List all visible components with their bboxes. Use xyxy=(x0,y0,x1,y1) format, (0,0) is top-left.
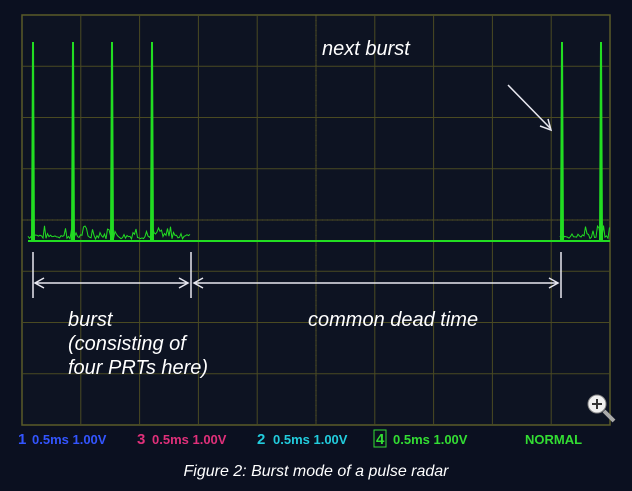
noise xyxy=(27,224,610,241)
caption: Figure 2: Burst mode of a pulse radar xyxy=(183,463,449,480)
channel-number: 1 xyxy=(18,431,26,448)
pointer-arrow xyxy=(507,84,551,129)
noise-band xyxy=(27,225,191,241)
noise-band xyxy=(559,224,610,240)
channel-box xyxy=(373,429,387,448)
zoom-button[interactable] xyxy=(587,394,616,423)
mode-label: NORMAL xyxy=(525,432,582,447)
arrowhead xyxy=(33,277,45,289)
arrowhead xyxy=(192,277,204,289)
graticule xyxy=(22,15,610,425)
zoom-icon[interactable] xyxy=(602,409,616,423)
arrowhead xyxy=(539,118,553,132)
channel-number: 2 xyxy=(257,431,265,448)
channel-number: 4 xyxy=(376,431,385,448)
dead-time-label: common dead time xyxy=(308,309,478,331)
channel-number: 3 xyxy=(137,431,145,448)
channel-setting: 0.5ms 1.00V xyxy=(273,432,348,447)
burst-label: four PRTs here) xyxy=(68,357,208,379)
next-burst-label: next burst xyxy=(322,38,411,60)
channel-setting: 0.5ms 1.00V xyxy=(393,432,468,447)
arrowhead xyxy=(548,277,560,289)
signal-trace xyxy=(28,41,610,242)
burst-label: (consisting of xyxy=(68,333,188,355)
span-markers xyxy=(32,84,562,298)
channel-bar: 1 0.5ms 1.00V 3 0.5ms 1.00V 2 0.5ms 1.00… xyxy=(18,429,582,448)
channel-setting: 0.5ms 1.00V xyxy=(32,432,107,447)
arrowhead xyxy=(178,277,190,289)
burst-label: burst xyxy=(68,309,114,331)
channel-setting: 0.5ms 1.00V xyxy=(152,432,227,447)
